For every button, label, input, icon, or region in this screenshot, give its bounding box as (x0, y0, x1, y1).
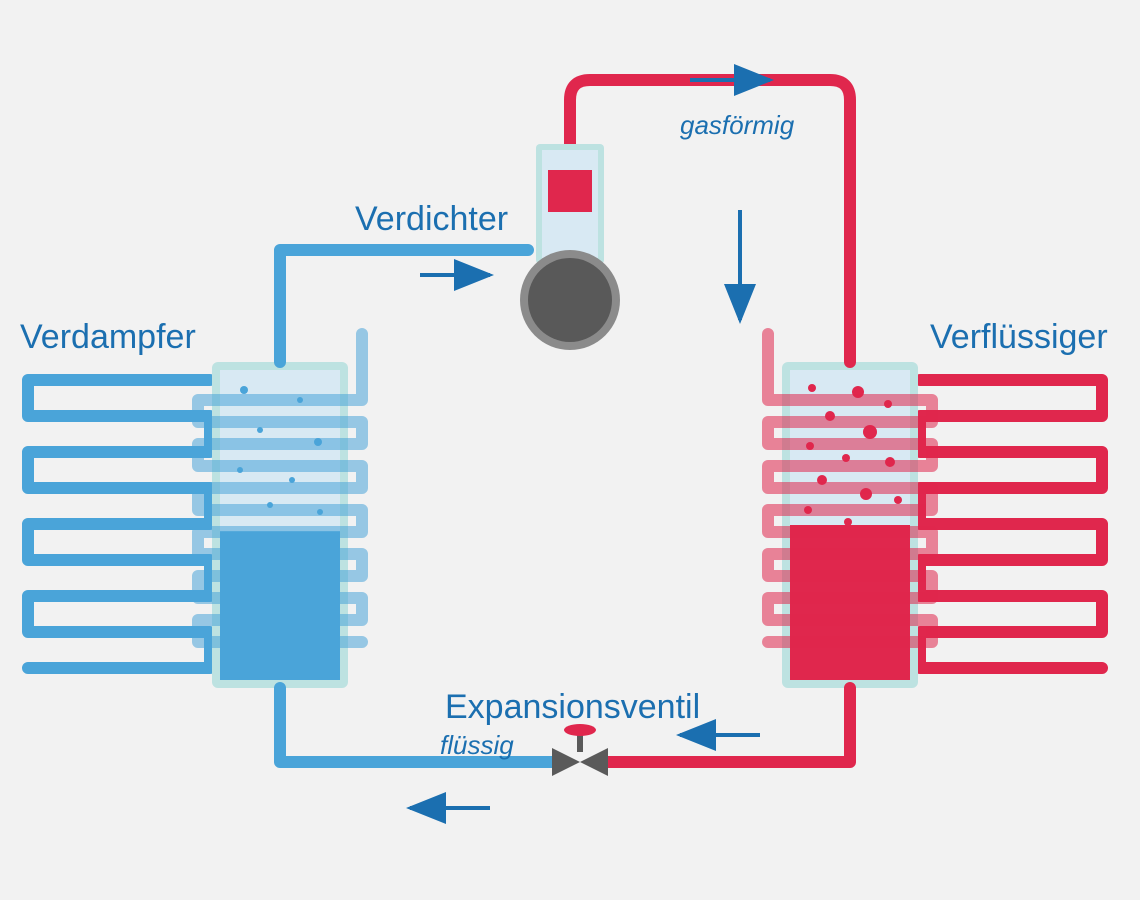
label-evaporator: Verdampfer (20, 318, 196, 357)
heat-pump-diagram: Verdampfer Verflüssiger Verdichter Expan… (0, 0, 1140, 900)
label-liquid: flüssig (440, 730, 514, 761)
label-compressor: Verdichter (355, 200, 508, 239)
label-expansion-valve: Expansionsventil (445, 688, 700, 727)
label-condenser: Verflüssiger (930, 318, 1108, 357)
diagram-svg (0, 0, 1140, 900)
label-gaseous: gasförmig (680, 110, 794, 141)
